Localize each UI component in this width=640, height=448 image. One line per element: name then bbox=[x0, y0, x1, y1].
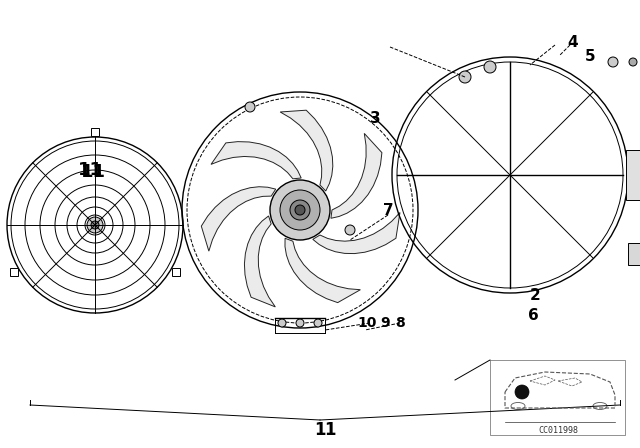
Text: 11: 11 bbox=[81, 163, 106, 181]
Bar bbox=[628, 243, 640, 265]
Circle shape bbox=[91, 221, 99, 229]
Text: 3: 3 bbox=[370, 111, 380, 125]
Circle shape bbox=[296, 319, 304, 327]
Polygon shape bbox=[244, 216, 275, 307]
Circle shape bbox=[515, 385, 529, 399]
Polygon shape bbox=[280, 110, 333, 191]
Bar bbox=[91, 128, 99, 136]
Circle shape bbox=[295, 205, 305, 215]
Circle shape bbox=[87, 217, 103, 233]
Circle shape bbox=[245, 102, 255, 112]
Text: 5: 5 bbox=[585, 48, 595, 64]
Polygon shape bbox=[202, 187, 276, 251]
Polygon shape bbox=[313, 212, 400, 254]
Bar bbox=[490, 360, 625, 435]
Polygon shape bbox=[211, 142, 301, 179]
Circle shape bbox=[314, 319, 322, 327]
Bar bbox=[626, 150, 640, 200]
Polygon shape bbox=[285, 238, 360, 303]
Text: 1: 1 bbox=[324, 421, 336, 439]
Text: 10: 10 bbox=[357, 316, 377, 330]
Circle shape bbox=[278, 319, 286, 327]
Text: 11: 11 bbox=[77, 161, 102, 179]
Circle shape bbox=[459, 71, 471, 83]
Text: 7: 7 bbox=[383, 202, 394, 217]
Circle shape bbox=[280, 190, 320, 230]
Text: CC011998: CC011998 bbox=[538, 426, 578, 435]
Bar bbox=[172, 267, 180, 276]
Circle shape bbox=[270, 180, 330, 240]
Text: 2: 2 bbox=[530, 288, 540, 302]
Text: 6: 6 bbox=[527, 307, 538, 323]
Text: 4: 4 bbox=[568, 34, 579, 49]
Text: 9: 9 bbox=[380, 316, 390, 330]
Circle shape bbox=[629, 58, 637, 66]
Circle shape bbox=[290, 200, 310, 220]
Bar bbox=[10, 267, 19, 276]
Polygon shape bbox=[331, 134, 382, 218]
Text: 1: 1 bbox=[314, 421, 326, 439]
Circle shape bbox=[345, 225, 355, 235]
Text: 8: 8 bbox=[395, 316, 405, 330]
Circle shape bbox=[608, 57, 618, 67]
Circle shape bbox=[484, 61, 496, 73]
